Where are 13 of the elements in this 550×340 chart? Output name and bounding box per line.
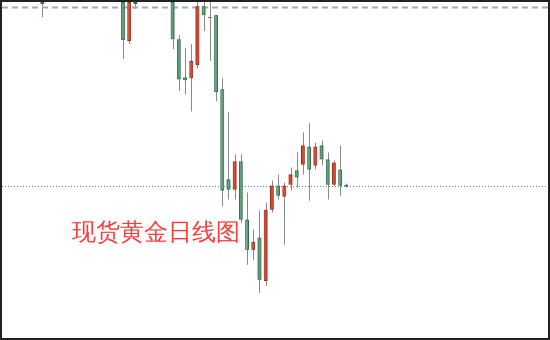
candlestick bbox=[320, 140, 324, 166]
candlestick bbox=[276, 174, 280, 200]
candlestick bbox=[270, 180, 274, 214]
candlestick bbox=[332, 160, 336, 186]
annotation: 现货黄金日线图 bbox=[72, 217, 240, 248]
candlestick bbox=[307, 122, 312, 202]
candlestick bbox=[183, 48, 187, 95]
candlestick bbox=[288, 167, 292, 192]
candlestick bbox=[338, 144, 342, 196]
candlestick bbox=[300, 132, 305, 176]
candlestick bbox=[313, 142, 318, 170]
candlestick bbox=[226, 112, 230, 200]
candlestick bbox=[202, 2, 206, 32]
